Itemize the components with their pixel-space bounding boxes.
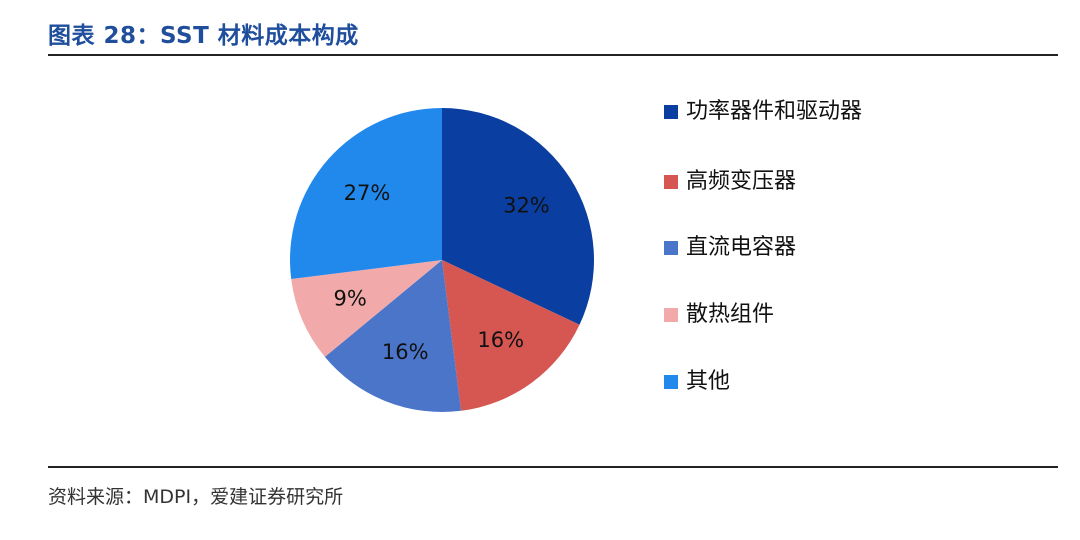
slice-label-heat-sink: 9% xyxy=(334,287,367,311)
legend-label: 功率器件和驱动器 xyxy=(686,99,863,124)
pie-slice-power-devices xyxy=(442,108,594,325)
chart-title: 图表 28：SST 材料成本构成 xyxy=(48,23,359,49)
legend-item-transformer: 高频变压器 xyxy=(664,168,886,195)
legend-item-power-devices: 功率器件和驱动器 xyxy=(664,98,886,125)
slice-label-transformer: 16% xyxy=(477,328,524,352)
legend-label: 其他 xyxy=(686,369,731,394)
legend-item-heat-sink: 散热组件 xyxy=(664,301,886,328)
legend-swatch xyxy=(664,308,678,322)
legend-item-other: 其他 xyxy=(664,368,886,395)
pie-slice-other xyxy=(290,108,442,280)
slice-label-other: 27% xyxy=(344,181,391,205)
pie-slice-labels: 32% 16% 16% 9% 27% xyxy=(334,181,550,364)
legend-swatch xyxy=(664,175,678,189)
legend-label: 直流电容器 xyxy=(686,235,797,260)
pie-slice-transformer xyxy=(442,260,580,411)
legend-swatch xyxy=(664,375,678,389)
legend-item-dc-capacitor: 直流电容器 xyxy=(664,234,886,261)
top-divider xyxy=(48,54,1058,56)
source-note: 资料来源：MDPI，爱建证券研究所 xyxy=(48,486,344,508)
bottom-divider xyxy=(48,466,1058,468)
pie-slice-heat-sink xyxy=(291,260,442,357)
legend-label: 高频变压器 xyxy=(686,169,797,194)
slice-label-power-devices: 32% xyxy=(503,193,550,217)
slice-label-dc-capacitor: 16% xyxy=(382,340,429,364)
legend-swatch xyxy=(664,241,678,255)
pie-slices xyxy=(290,108,594,412)
legend-swatch xyxy=(664,105,678,119)
legend-label: 散热组件 xyxy=(686,302,775,327)
pie-slice-dc-capacitor xyxy=(324,260,462,412)
